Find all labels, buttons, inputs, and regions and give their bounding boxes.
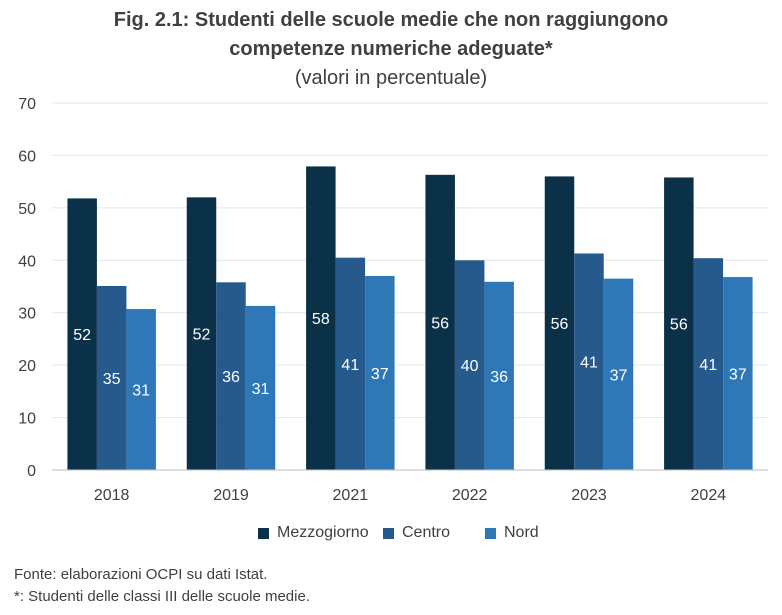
x-axis-ticks: 2018 2019 2021 2022 2023 2024 (94, 487, 726, 504)
data-label: 41 (580, 355, 598, 372)
legend-item-centro: Centro (383, 524, 450, 542)
x-tick-label: 2019 (213, 487, 249, 504)
data-label: 37 (610, 367, 628, 384)
gridlines (52, 102, 768, 419)
data-label: 36 (490, 369, 508, 386)
data-label: 37 (729, 367, 747, 384)
bar-nord-2021 (365, 276, 395, 470)
y-tick-label: 40 (18, 253, 36, 270)
y-tick-label: 10 (18, 411, 36, 428)
data-label: 40 (461, 358, 479, 375)
y-tick-label: 70 (18, 96, 36, 113)
y-tick-label: 30 (18, 306, 36, 323)
data-label: 36 (222, 369, 240, 386)
bar-nord-2024 (723, 277, 753, 470)
bar-nord-2023 (603, 278, 634, 470)
y-axis-ticks: 0 10 20 30 40 50 60 70 (18, 96, 36, 480)
bar-centro-2018 (96, 285, 127, 470)
legend-item-mezzogiorno: Mezzogiorno (258, 524, 369, 542)
bar-mezzogiorno-2022 (425, 174, 455, 470)
legend-label-mezzogiorno: Mezzogiorno (277, 524, 369, 541)
data-label: 56 (551, 316, 569, 333)
bar-centro-2023 (574, 253, 604, 470)
data-label: 56 (431, 315, 449, 332)
footnotes: Fonte: elaborazioni OCPI su dati Istat. … (14, 564, 310, 608)
x-tick-label: 2024 (691, 487, 727, 504)
data-label: 31 (132, 383, 150, 400)
y-tick-label: 0 (27, 463, 36, 480)
x-tick-label: 2023 (571, 487, 607, 504)
title-line-1: Fig. 2.1: Studenti delle scuole medie ch… (113, 9, 669, 31)
x-tick-label: 2021 (333, 487, 369, 504)
bar-nord-2022 (484, 281, 514, 470)
title-line-2: competenze numeriche adeguate* (229, 38, 553, 60)
x-tick-label: 2018 (94, 487, 130, 504)
bar-mezzogiorno-2023 (544, 176, 575, 470)
legend: Mezzogiorno Centro Nord (0, 524, 782, 548)
bar-centro-2024 (693, 258, 724, 470)
source-note: Fonte: elaborazioni OCPI su dati Istat. (14, 566, 268, 583)
data-label: 52 (73, 327, 91, 344)
x-tick-label: 2022 (452, 487, 488, 504)
legend-label-nord: Nord (504, 524, 539, 541)
bar-centro-2021 (335, 257, 366, 470)
bar-centro-2019 (216, 282, 246, 470)
data-label: 31 (252, 381, 270, 398)
chart-subtitle: (valori in percentuale) (294, 67, 488, 89)
data-label: 41 (699, 357, 717, 374)
data-label: 35 (103, 371, 121, 388)
bar-nord-2019 (245, 305, 276, 470)
data-label: 56 (670, 317, 688, 334)
legend-item-nord: Nord (485, 524, 539, 542)
y-tick-label: 50 (18, 201, 36, 218)
y-tick-label: 20 (18, 358, 36, 375)
asterisk-note: *: Studenti delle classi III delle scuol… (14, 588, 310, 605)
data-label: 58 (312, 311, 330, 328)
data-labels: 52 35 31 52 36 31 58 41 37 56 40 36 56 41 37 56 41 37 (73, 311, 747, 399)
bar-mezzogiorno-2018 (67, 198, 97, 471)
legend-swatch-centro (383, 527, 394, 539)
bars (67, 166, 753, 471)
data-label: 52 (193, 327, 211, 344)
data-label: 37 (371, 366, 389, 383)
bar-mezzogiorno-2021 (306, 166, 336, 470)
bar-mezzogiorno-2024 (664, 177, 694, 470)
y-tick-label: 60 (18, 148, 36, 165)
legend-swatch-nord (485, 527, 496, 539)
data-label: 41 (341, 357, 359, 374)
bar-nord-2018 (126, 309, 156, 470)
legend-swatch-mezzogiorno (258, 527, 269, 539)
legend-label-centro: Centro (402, 524, 451, 541)
bar-centro-2022 (454, 260, 485, 470)
chart-title: Fig. 2.1: Studenti delle scuole medie ch… (0, 6, 782, 93)
bar-mezzogiorno-2019 (186, 197, 217, 470)
